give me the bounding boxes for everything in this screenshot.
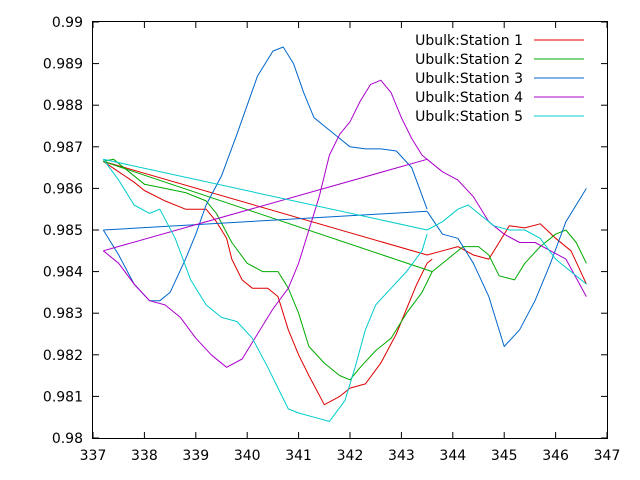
x-tick-label: 342 xyxy=(337,448,364,464)
y-tick-label: 0.983 xyxy=(43,306,83,322)
y-tick-label: 0.982 xyxy=(43,348,83,364)
series-layer xyxy=(102,46,587,422)
x-tick-label: 343 xyxy=(388,448,415,464)
y-tick-label: 0.987 xyxy=(43,140,83,156)
series-line-station-5 xyxy=(103,158,428,231)
series-line-station-4 xyxy=(103,158,428,252)
series-line-station-3 xyxy=(103,210,428,231)
x-tick-label: 337 xyxy=(80,448,107,464)
y-tick-label: 0.988 xyxy=(43,98,83,114)
series-line-station-2 xyxy=(103,158,433,381)
y-tick-label: 0.98 xyxy=(52,431,83,447)
x-tick-label: 345 xyxy=(491,448,518,464)
series-line-station-3 xyxy=(426,188,587,347)
legend-label-station-5: Ubulk:Station 5 xyxy=(415,109,523,125)
legend-label-station-4: Ubulk:Station 4 xyxy=(415,90,523,106)
x-tick-label: 339 xyxy=(182,448,209,464)
legend-label-station-2: Ubulk:Station 2 xyxy=(415,52,523,68)
legend-label-station-1: Ubulk:Station 1 xyxy=(415,33,523,49)
y-tick-label: 0.989 xyxy=(43,57,83,73)
x-tick-label: 341 xyxy=(285,448,312,464)
x-tick-label: 347 xyxy=(594,448,621,464)
y-tick-label: 0.986 xyxy=(43,181,83,197)
series-line-station-5 xyxy=(102,159,428,422)
series-line-station-1 xyxy=(103,160,428,256)
series-line-station-3 xyxy=(102,46,428,302)
series-line-station-4 xyxy=(102,79,428,368)
series-line-station-4 xyxy=(426,158,587,297)
y-tick-label: 0.99 xyxy=(52,15,83,31)
series-line-station-1 xyxy=(103,160,433,406)
y-tick-label: 0.985 xyxy=(43,223,83,239)
plot-frame xyxy=(92,21,608,439)
y-tick-label: 0.981 xyxy=(43,389,83,405)
series-line-station-5 xyxy=(426,204,587,285)
x-axis: 337 338 339 340 341 342 343 344 345 346 347 xyxy=(80,22,621,464)
legend: Ubulk:Station 1 Ubulk:Station 2 Ubulk:Stat… xyxy=(415,33,584,125)
x-tick-label: 346 xyxy=(542,448,569,464)
x-tick-label: 344 xyxy=(439,448,466,464)
y-axis: 0.98 0.981 0.982 0.983 0.984 0.985 0.986 0.987 0… xyxy=(43,15,607,447)
series-line-station-2 xyxy=(103,160,433,273)
y-tick-label: 0.984 xyxy=(43,265,83,281)
x-tick-label: 340 xyxy=(234,448,261,464)
x-tick-label: 338 xyxy=(131,448,158,464)
legend-label-station-3: Ubulk:Station 3 xyxy=(415,71,523,87)
